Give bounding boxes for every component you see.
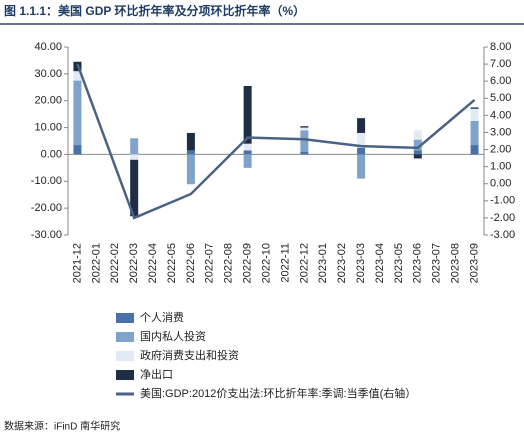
y-tick-label: 0.00 <box>41 148 62 160</box>
source: 数据来源：iFinD 南华研究 <box>4 420 120 433</box>
legend-label: 美国:GDP:2012价支出法:环比折年率:季调:当季值(右轴） <box>140 386 416 400</box>
bar-segment <box>470 120 479 146</box>
bar-segment <box>300 126 309 128</box>
bar-segment <box>243 150 252 155</box>
bar-segment <box>413 150 422 155</box>
y-tick-label: -30.00 <box>31 229 62 241</box>
y-tick-label: 20.00 <box>34 95 62 107</box>
x-tick-label: 2023-07 <box>431 243 443 283</box>
y2-tick-label: 2.00 <box>490 143 511 155</box>
x-tick-label: 2023-06 <box>412 243 424 283</box>
x-tick-label: 2022-09 <box>242 243 254 283</box>
bar-segment <box>300 127 309 131</box>
x-tick-label: 2023-01 <box>317 243 329 283</box>
x-tick-label: 2021-12 <box>71 243 83 283</box>
y2-tick-label: -1.00 <box>490 195 515 207</box>
bar-segment <box>186 183 195 186</box>
bar-segment <box>357 154 366 179</box>
y2-tick-label: 4.00 <box>490 109 511 121</box>
y2-tick-label: 7.00 <box>490 58 511 70</box>
bar-segment <box>300 151 309 155</box>
y-tick-label: 40.00 <box>34 41 62 53</box>
legend-swatch <box>116 370 134 380</box>
bar-segment <box>413 130 422 140</box>
bar-segment <box>357 132 366 148</box>
y2-tick-label: 6.00 <box>490 75 511 87</box>
bar-segment <box>300 130 309 152</box>
bar-segment <box>357 147 366 155</box>
bar-segment <box>243 154 252 168</box>
x-tick-label: 2023-02 <box>336 243 348 283</box>
chart-title: 图 1.1.1：美国 GDP 环比折年率及分项环比折年率（%） <box>4 3 305 18</box>
bar-segment <box>413 154 422 159</box>
y2-tick-label: 5.00 <box>490 92 511 104</box>
legend-label: 个人消费 <box>140 310 184 324</box>
bar-segment <box>470 145 479 155</box>
x-tick-label: 2022-08 <box>223 243 235 283</box>
line <box>76 63 476 220</box>
y-tick-label: 30.00 <box>34 68 62 80</box>
bar-segment <box>73 71 82 81</box>
x-tick-label: 2022-01 <box>90 243 102 283</box>
bar-segment <box>73 80 82 146</box>
bar-segment <box>186 154 195 184</box>
x-tick-label: 2022-02 <box>109 243 121 283</box>
x-tick-label: 2022-12 <box>298 243 310 283</box>
bar-segment <box>357 118 366 133</box>
bar-segment <box>186 132 195 151</box>
bar-segment <box>130 154 139 160</box>
legend-label: 净出口 <box>140 367 173 381</box>
bar-segment <box>130 159 139 217</box>
bar-segment <box>130 138 139 155</box>
x-tick-label: 2022-04 <box>147 243 159 283</box>
x-tick-label: 2022-10 <box>260 243 272 283</box>
legend-label: 政府消费支出和投资 <box>140 348 239 362</box>
x-tick-label: 2023-04 <box>374 243 386 283</box>
y2-tick-label: 0.00 <box>490 178 511 190</box>
y2-tick-label: -2.00 <box>490 212 515 224</box>
x-tick-label: 2023-05 <box>393 243 405 283</box>
y2-tick-label: -3.00 <box>490 229 515 241</box>
x-tick-label: 2022-03 <box>128 243 140 283</box>
bar-segment <box>470 108 479 121</box>
bar-segment <box>73 145 82 155</box>
legend-swatch <box>116 313 134 323</box>
y2-tick-label: 1.00 <box>490 161 511 173</box>
bar-segment <box>243 143 252 151</box>
y-tick-label: -10.00 <box>31 175 62 187</box>
legend-label: 国内私人投资 <box>140 329 206 343</box>
x-tick-label: 2022-05 <box>166 243 178 283</box>
x-tick-label: 2022-06 <box>185 243 197 283</box>
y-tick-label: 10.00 <box>34 121 62 133</box>
x-tick-label: 2022-11 <box>279 243 291 283</box>
bar-segment <box>186 150 195 155</box>
x-tick-label: 2023-09 <box>468 243 480 283</box>
x-tick-label: 2022-07 <box>204 243 216 283</box>
bar-segment <box>243 85 252 144</box>
y2-tick-label: 3.00 <box>490 126 511 138</box>
legend-swatch <box>116 332 134 342</box>
x-tick-label: 2023-08 <box>450 243 462 283</box>
x-tick-label: 2023-03 <box>355 243 367 283</box>
bar-segment <box>470 107 479 109</box>
y-tick-label: -20.00 <box>31 202 62 214</box>
bar-segment <box>413 139 422 151</box>
y2-tick-label: 8.00 <box>490 41 511 53</box>
legend-swatch <box>116 351 134 361</box>
